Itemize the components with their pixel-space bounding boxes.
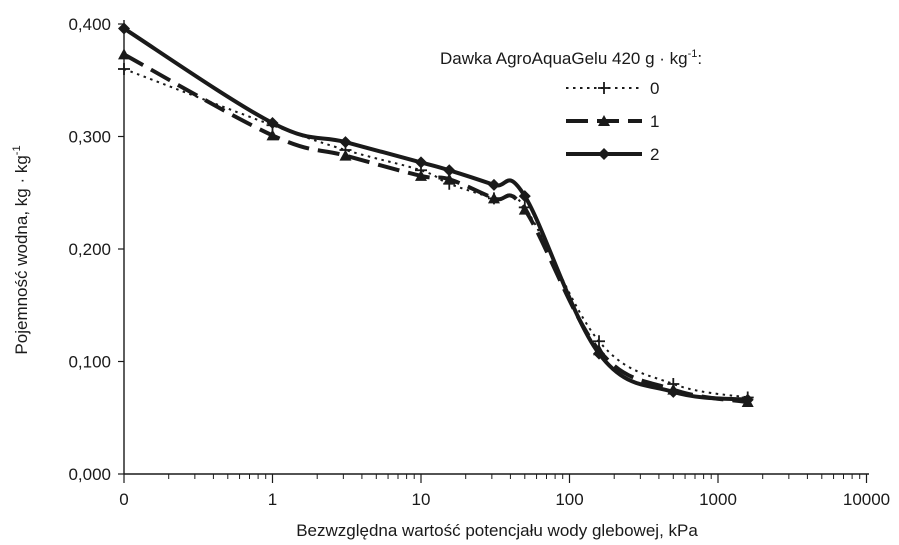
- series-1-point: [339, 149, 352, 161]
- series-1: [118, 48, 754, 407]
- series-2-point: [443, 164, 456, 177]
- y-tick-label: 0,400: [68, 15, 111, 34]
- x-tick-label: 10000: [843, 490, 890, 509]
- legend-label-1: 1: [650, 112, 659, 131]
- series-1-point: [443, 173, 456, 185]
- series-1-point: [118, 48, 130, 60]
- series-0-point: [118, 63, 130, 75]
- x-tick-label: 100: [555, 490, 583, 509]
- series-1-point: [415, 169, 427, 181]
- y-tick-label: 0,300: [68, 128, 111, 147]
- x-tick-label: 10: [412, 490, 431, 509]
- x-axis-title: Bezwzględna wartość potencjału wody gleb…: [296, 521, 698, 540]
- legend-title-main: Dawka AgroAquaGelu 420 g · kg: [440, 49, 688, 68]
- y-tick-label: 0,200: [68, 240, 111, 259]
- y-axis-title: Pojemność wodna, kg · kg-1: [11, 145, 31, 354]
- series-2-point: [339, 136, 352, 149]
- x-tick-label: 0: [119, 490, 128, 509]
- series-2-point: [118, 22, 130, 35]
- series-0-line: [123, 68, 748, 399]
- series-1-point: [518, 203, 531, 215]
- x-tick-label: 1000: [699, 490, 737, 509]
- legend-marker-0: [598, 82, 610, 94]
- series-1-point: [487, 192, 500, 204]
- series-2-point: [266, 117, 279, 129]
- series-2-line: [122, 26, 748, 402]
- legend-title-sup: -1: [688, 48, 698, 60]
- series-2-point: [415, 156, 427, 169]
- y-tick-label: 0,000: [68, 465, 111, 484]
- legend-marker-2: [598, 148, 610, 160]
- series-2-point: [593, 347, 606, 360]
- y-axis-title-main: Pojemność wodna, kg · kg: [12, 155, 31, 354]
- legend-label-0: 0: [650, 79, 659, 98]
- legend-title-end: :: [697, 49, 702, 68]
- legend: Dawka AgroAquaGelu 420 g · kg-1: 0 1 2: [440, 48, 702, 164]
- series-2-point: [487, 178, 500, 191]
- legend-marker-1: [598, 115, 610, 126]
- series-2-point: [518, 190, 531, 203]
- y-axis-title-sup: -1: [11, 145, 23, 155]
- y-tick-label: 0,100: [68, 353, 111, 372]
- series-1-line: [123, 52, 749, 404]
- series-2-point: [667, 385, 680, 398]
- series-2: [118, 22, 754, 406]
- legend-label-2: 2: [650, 145, 659, 164]
- x-tick-label: 1: [268, 490, 277, 509]
- legend-title: Dawka AgroAquaGelu 420 g · kg-1:: [440, 48, 702, 68]
- series-2-point: [741, 393, 754, 406]
- series-1-point: [266, 129, 279, 141]
- series-layer: [118, 22, 754, 407]
